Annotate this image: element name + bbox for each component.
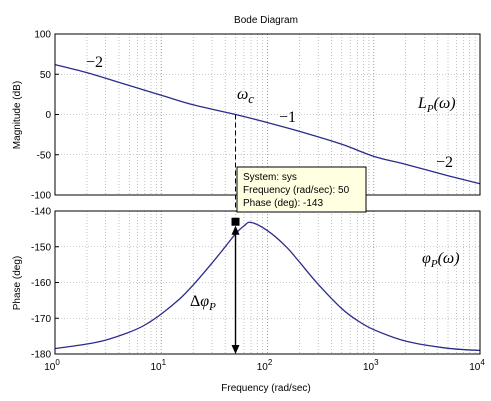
slope-label-left: −2 <box>86 54 103 71</box>
x-axis-label: Frequency (rad/sec) <box>221 383 310 394</box>
x-tick-label: 104 <box>469 358 485 373</box>
chart-title: Bode Diagram <box>234 15 298 26</box>
y-tick-label: -150 <box>31 242 51 253</box>
crossover-omega-label: ωc <box>237 86 254 106</box>
slope-label-middle: −1 <box>279 109 296 126</box>
arrow-head-down <box>231 345 240 354</box>
magnitude-curve-label: LP(ω) <box>417 95 456 115</box>
series-line <box>54 63 481 185</box>
y-tick-label: 100 <box>34 30 51 41</box>
y-tick-label: -170 <box>31 314 51 325</box>
datatip-box: System: sys Frequency (rad/sec): 50 Phas… <box>236 166 367 213</box>
x-tick-labels: 100 101 102 103 104 <box>44 358 485 373</box>
arrow-head-up <box>231 225 240 235</box>
phase-y-ticks: -140 -150 -160 -170 -180 <box>31 207 59 361</box>
x-tick-label: 103 <box>363 358 379 373</box>
magnitude-series <box>54 63 481 185</box>
y-tick-label: -140 <box>31 207 51 218</box>
series-line <box>54 221 481 352</box>
x-tick-label: 102 <box>257 358 273 373</box>
datatip-phase: Phase (deg): -143 <box>243 198 323 209</box>
x-tick-label: 100 <box>44 358 60 373</box>
phase-y-label: Phase (deg) <box>12 256 23 310</box>
y-tick-label: -50 <box>37 150 52 161</box>
datatip-frequency: Frequency (rad/sec): 50 <box>243 185 350 196</box>
phase-curve-label: φP(ω) <box>422 250 460 270</box>
datatip-marker[interactable] <box>231 217 240 226</box>
phase-series <box>54 221 481 352</box>
datatip-system: System: sys <box>243 172 297 183</box>
y-tick-label: -160 <box>31 278 51 289</box>
y-tick-label: 0 <box>45 110 51 121</box>
magnitude-y-label: Magnitude (dB) <box>12 81 23 149</box>
magnitude-y-ticks: 100 50 0 -50 -100 <box>31 30 59 202</box>
phase-margin-label: ΔΔφφP <box>190 293 216 313</box>
slope-label-right: −2 <box>436 154 453 171</box>
y-tick-label: -100 <box>31 191 51 202</box>
y-tick-label: 50 <box>40 70 52 81</box>
y-tick-label: -180 <box>31 350 51 361</box>
x-tick-label: 101 <box>150 358 166 373</box>
